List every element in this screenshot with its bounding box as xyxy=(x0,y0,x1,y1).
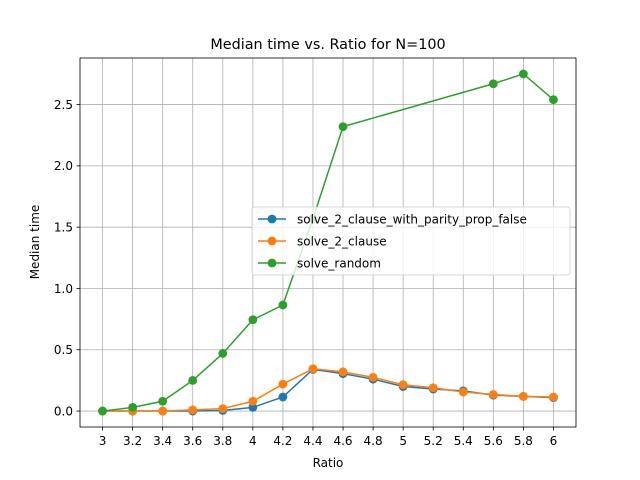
y-tick-label: 1.0 xyxy=(54,282,73,296)
x-tick-label: 5.4 xyxy=(454,434,473,448)
data-point xyxy=(248,396,258,406)
x-tick-label: 5.8 xyxy=(514,434,533,448)
series-2 xyxy=(98,364,558,416)
axes-frame xyxy=(79,57,577,428)
x-tick-label: 3.6 xyxy=(183,434,202,448)
x-axis-label: Ratio xyxy=(313,456,344,470)
data-point xyxy=(188,376,198,385)
x-tick-label: 4.2 xyxy=(273,434,292,448)
legend-label: solve_2_clause xyxy=(297,234,387,248)
data-point xyxy=(278,392,288,402)
legend-marker xyxy=(267,258,277,268)
data-point xyxy=(368,372,378,382)
data-point xyxy=(338,367,348,377)
series-line xyxy=(102,368,554,412)
x-tick-label: 3.8 xyxy=(213,434,232,448)
data-point xyxy=(278,379,288,389)
data-point xyxy=(308,364,318,374)
chart-title: Median time vs. Ratio for N=100 xyxy=(210,37,445,53)
data-point xyxy=(488,390,498,399)
data-point xyxy=(188,405,198,415)
data-point xyxy=(128,402,138,412)
y-tick-label: 2.0 xyxy=(54,159,73,173)
legend-box xyxy=(251,206,571,276)
x-tick-label: 5.6 xyxy=(484,434,503,448)
x-tick-label: 3.2 xyxy=(123,434,142,448)
data-point xyxy=(98,406,107,416)
x-tick-label: 4 xyxy=(249,434,257,448)
y-tick-label: 0.5 xyxy=(54,343,73,357)
legend: solve_2_clause_with_parity_prop_falsesol… xyxy=(251,206,571,276)
data-point xyxy=(549,95,558,105)
x-tick-label: 3 xyxy=(99,434,107,448)
y-tick-label: 0.0 xyxy=(54,404,73,418)
x-tick-label: 6 xyxy=(550,434,558,448)
data-point xyxy=(278,300,288,310)
series-3 xyxy=(98,69,558,416)
y-axis: 0.0 0.5 1.0 1.5 2.0 2.5 xyxy=(54,98,80,418)
series-line xyxy=(102,73,554,412)
data-point xyxy=(549,392,558,402)
data-point xyxy=(398,380,408,390)
data-point xyxy=(518,69,528,79)
data-point xyxy=(248,402,258,412)
data-point xyxy=(488,79,498,89)
x-tick-label: 5 xyxy=(399,434,407,448)
y-tick-label: 2.5 xyxy=(54,98,73,112)
x-tick-label: 4.6 xyxy=(333,434,352,448)
data-point xyxy=(518,391,528,401)
x-tick-label: 4.8 xyxy=(364,434,383,448)
legend-marker xyxy=(267,236,277,246)
data-point xyxy=(218,404,228,414)
data-point xyxy=(428,383,438,393)
data-point xyxy=(338,122,348,132)
legend-label: solve_2_clause_with_parity_prop_false xyxy=(297,212,527,226)
legend-marker xyxy=(267,214,277,224)
y-axis-label: Median time xyxy=(28,205,42,280)
legend-label: solve_random xyxy=(297,256,381,270)
series-layer xyxy=(98,69,558,416)
x-axis: 3 3.2 3.4 3.6 3.8 4 4.2 4.4 4.6 4.8 5 5.2 5.4 5.6 5.8 6 xyxy=(99,427,558,448)
x-tick-label: 4.4 xyxy=(303,434,322,448)
y-tick-label: 1.5 xyxy=(54,220,73,234)
data-point xyxy=(248,315,258,325)
data-point xyxy=(158,396,168,406)
data-point xyxy=(158,406,168,416)
data-point xyxy=(218,349,228,358)
x-tick-label: 3.4 xyxy=(153,434,172,448)
data-point xyxy=(458,387,468,397)
x-tick-label: 5.2 xyxy=(424,434,443,448)
